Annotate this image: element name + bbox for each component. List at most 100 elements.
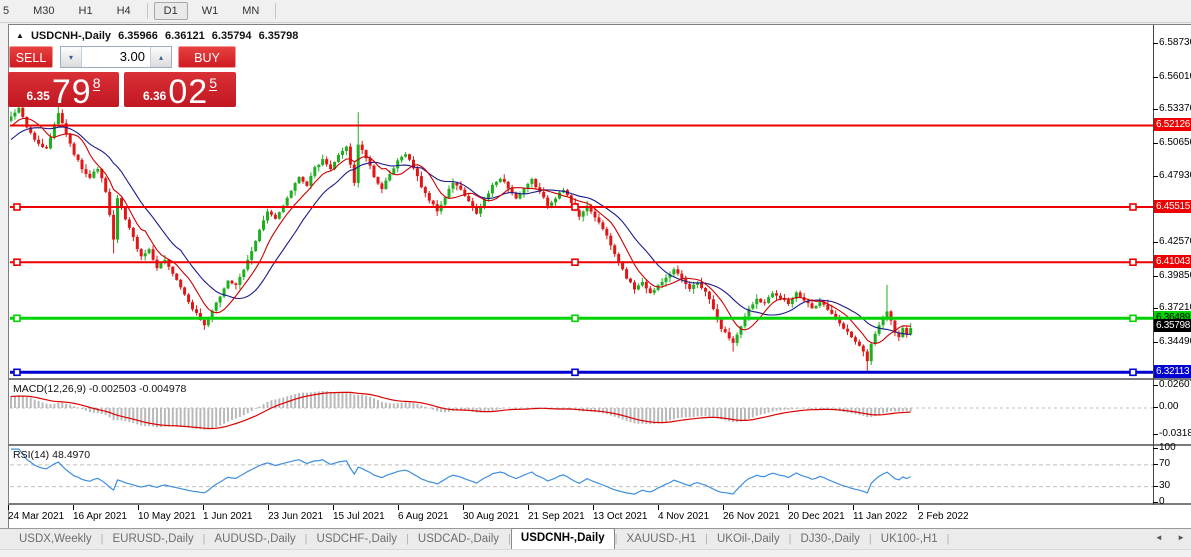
time-tick-label: 16 Apr 2021 (73, 511, 127, 522)
price-tick-label: 6.47930 (1159, 170, 1191, 181)
toolbar-separator (275, 3, 277, 19)
chart-tab-usdchf-daily[interactable]: USDCHF-,Daily (316, 533, 398, 545)
line-handle (13, 368, 21, 377)
horizontal-line[interactable] (10, 368, 1154, 377)
chart-tab-xauusd-h1[interactable]: XAUUSD-,H1 (626, 533, 697, 545)
chart-tab-uk100-h1[interactable]: UK100-,H1 (880, 533, 938, 545)
chart-tab-usdcnh-daily[interactable]: USDCNH-,Daily (510, 528, 615, 549)
sell-price-display[interactable]: 6.35 79 8 (8, 72, 119, 109)
axis-tick-mark (1153, 242, 1158, 243)
price-pane-canvas[interactable] (10, 27, 1154, 379)
price-tick-label: 6.34490 (1159, 336, 1191, 347)
tab-separator: | (614, 533, 618, 545)
time-tick-label: 24 Mar 2021 (8, 511, 65, 522)
chart-tab-ukoil-daily[interactable]: UKOil-,Daily (717, 533, 780, 545)
horizontal-line[interactable] (10, 314, 1154, 323)
time-tick-label: 30 Aug 2021 (463, 511, 520, 522)
price-tick-label: 6.56010 (1159, 71, 1191, 82)
timeframe-button-d1[interactable]: D1 (153, 2, 188, 20)
line-handle (571, 314, 579, 323)
volume-input[interactable]: 3.00 (119, 49, 145, 64)
macd-tick-label: 0.00 (1159, 401, 1179, 412)
macd-tick-label: 0.02607 (1159, 379, 1191, 390)
collapse-trade-panel-icon[interactable]: ▲ (16, 31, 24, 40)
tab-separator: | (202, 533, 206, 545)
chart-ohlc-header: ▲ USDCNH-,Daily 6.35966 6.36121 6.35794 … (16, 30, 302, 42)
toolbar-separator (146, 3, 148, 19)
time-tick-mark (723, 505, 724, 510)
line-price-label: 6.45515 (1154, 200, 1191, 213)
tab-scroll-right-icon[interactable]: ► (1177, 533, 1185, 542)
chart-tab-usdcad-daily[interactable]: USDCAD-,Daily (417, 533, 500, 545)
time-tick-mark (73, 505, 74, 510)
macd-indicator-label: MACD(12,26,9) -0.002503 -0.004978 (13, 383, 187, 395)
time-tick-mark (203, 505, 204, 510)
axis-tick-mark (1153, 308, 1158, 309)
time-tick-label: 10 May 2021 (138, 511, 196, 522)
chart-tab-audusd-daily[interactable]: AUDUSD-,Daily (214, 533, 296, 545)
sell-button[interactable]: SELL (9, 46, 53, 68)
timeframe-button-h1[interactable]: H1 (78, 5, 93, 17)
time-tick-label: 6 Aug 2021 (398, 511, 449, 522)
time-tick-label: 4 Nov 2021 (658, 511, 710, 522)
time-tick-mark (268, 505, 269, 510)
ohlc-high: 6.36121 (164, 30, 205, 42)
rsi-pane-canvas[interactable] (10, 448, 1154, 504)
one-click-trading-panel: SELL ▾ 3.00 ▴ BUY 6.35 79 8 6.36 02 5 (8, 46, 237, 111)
time-tick-mark (463, 505, 464, 510)
timeframe-button-w1[interactable]: W1 (201, 5, 219, 17)
axis-tick-mark (1153, 502, 1158, 503)
horizontal-line[interactable] (10, 203, 1154, 211)
pane-divider[interactable] (8, 503, 1191, 505)
line-handle (571, 368, 579, 377)
axis-tick-mark (1153, 77, 1158, 78)
buy-price-big: 02 (168, 73, 209, 111)
line-price-label: 6.52126 (1154, 118, 1191, 131)
time-tick-label: 11 Jan 2022 (853, 511, 908, 522)
chart-tab-usdx-weekly[interactable]: USDX,Weekly (19, 533, 92, 545)
timeframe-toolbar: 5 M30 H1 H4 D1 W1 MN (0, 0, 1191, 23)
sell-price-prefix: 6.35 (26, 89, 50, 103)
time-tick-mark (853, 505, 854, 510)
time-tick-mark (333, 505, 334, 510)
time-tick-mark (658, 505, 659, 510)
timeframe-button-h4[interactable]: H4 (116, 5, 131, 17)
volume-increase-button[interactable]: ▴ (150, 47, 171, 67)
macd-pane-canvas[interactable] (10, 382, 1154, 445)
time-tick-mark (528, 505, 529, 510)
volume-decrease-button[interactable]: ▾ (61, 47, 82, 67)
buy-button[interactable]: BUY (178, 46, 236, 68)
time-tick-mark (788, 505, 789, 510)
price-tick-label: 6.37210 (1159, 302, 1191, 313)
rsi-tick-label: 70 (1159, 458, 1171, 469)
rsi-tick-label: 100 (1159, 442, 1176, 453)
tab-separator: | (946, 533, 950, 545)
pane-divider[interactable] (8, 444, 1191, 446)
chart-tab-bar: USDX,Weekly | EURUSD-,Daily | AUDUSD-,Daily |… (0, 528, 1191, 549)
buy-price-display[interactable]: 6.36 02 5 (124, 72, 236, 111)
ohlc-close: 6.35798 (258, 30, 299, 42)
chart-tab-eurusd-daily[interactable]: EURUSD-,Daily (112, 533, 194, 545)
time-tick-label: 23 Jun 2021 (268, 511, 324, 522)
tab-scroll-left-icon[interactable]: ◄ (1154, 533, 1163, 542)
tab-separator: | (406, 533, 409, 545)
axis-tick-mark (1153, 176, 1158, 177)
timeframe-button-5[interactable]: 5 (3, 5, 10, 17)
horizontal-line[interactable] (10, 258, 1154, 267)
time-tick-label: 2 Feb 2022 (918, 511, 969, 522)
time-tick-label: 26 Nov 2021 (723, 511, 780, 522)
volume-spinner: ▾ 3.00 ▴ (60, 46, 172, 68)
tab-separator: | (304, 533, 308, 545)
line-handle (1129, 368, 1137, 377)
pane-divider[interactable] (8, 378, 1191, 380)
chart-tab-dj30-daily[interactable]: DJ30-,Daily (800, 533, 860, 545)
rsi-tick-label: 0 (1159, 496, 1165, 507)
timeframe-button-m30[interactable]: M30 (33, 5, 55, 17)
rsi-indicator-label: RSI(14) 48.4970 (13, 449, 91, 461)
timeframe-button-mn[interactable]: MN (242, 5, 260, 17)
line-handle (13, 258, 21, 267)
axis-tick-mark (1153, 109, 1158, 110)
line-handle (1129, 314, 1137, 323)
axis-tick-mark (1153, 143, 1158, 144)
